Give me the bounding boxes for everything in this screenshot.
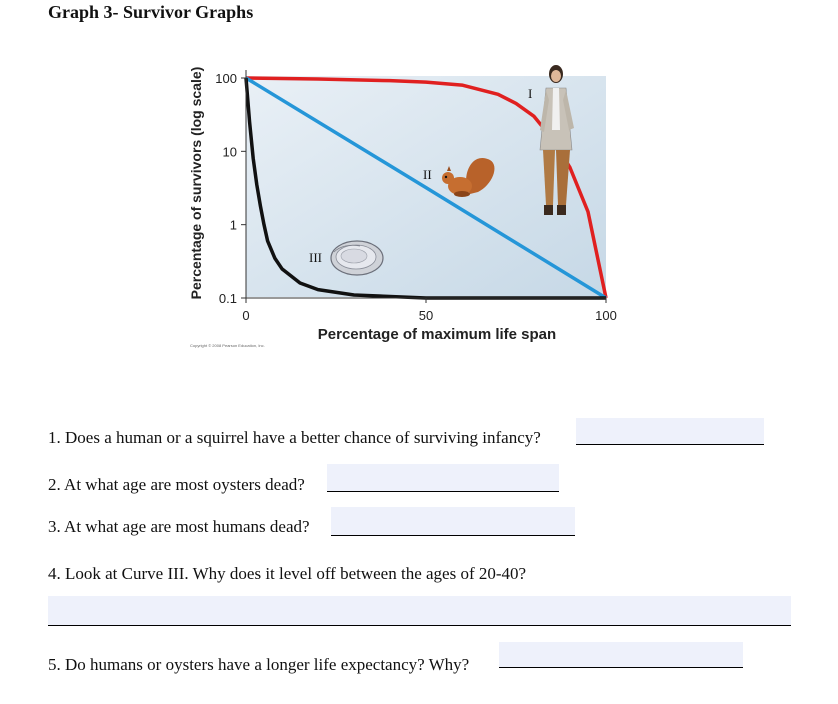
copyright-notice: Copyright © 2008 Pearson Education, Inc. bbox=[190, 343, 265, 348]
answer-3-field[interactable] bbox=[331, 507, 575, 536]
question-1: 1. Does a human or a squirrel have a bet… bbox=[48, 428, 541, 447]
question-3: 3. At what age are most humans dead? bbox=[48, 517, 310, 536]
survivorship-chart: 100 10 1 0.1 0 50 100 Percentage of survivors… bbox=[188, 65, 617, 343]
y-axis-label: Percentage of survivors (log scale) bbox=[188, 67, 204, 300]
y-tick-label: 1 bbox=[230, 218, 237, 233]
answer-4-field[interactable] bbox=[48, 596, 791, 626]
question-2: 2. At what age are most oysters dead? bbox=[48, 475, 305, 494]
y-tick-label: 100 bbox=[215, 71, 237, 86]
curve-iii-line bbox=[244, 77, 606, 300]
curve-label-i: I bbox=[528, 86, 532, 101]
curve-label-ii: II bbox=[423, 167, 432, 182]
y-tick-label: 0.1 bbox=[219, 291, 237, 306]
question-5: 5. Do humans or oysters have a longer li… bbox=[48, 655, 470, 674]
page-title: Graph 3- Survivor Graphs bbox=[48, 2, 254, 22]
question-4: 4. Look at Curve III. Why does it level … bbox=[48, 564, 527, 583]
squirrel-illustration bbox=[442, 157, 495, 197]
answer-2-field[interactable] bbox=[327, 464, 559, 492]
answer-5-field[interactable] bbox=[499, 642, 743, 668]
y-tick-label: 10 bbox=[223, 144, 237, 159]
x-axis-label: Percentage of maximum life span bbox=[318, 326, 556, 343]
x-tick-label: 0 bbox=[242, 308, 249, 323]
curve-label-iii: III bbox=[309, 250, 322, 265]
x-tick-label: 100 bbox=[595, 308, 617, 323]
answer-1-field[interactable] bbox=[576, 418, 764, 445]
human-illustration bbox=[539, 65, 574, 215]
oyster-illustration bbox=[330, 240, 384, 276]
curve-i-line bbox=[245, 76, 608, 299]
curve-ii-line bbox=[245, 76, 607, 300]
x-tick-label: 50 bbox=[419, 308, 433, 323]
